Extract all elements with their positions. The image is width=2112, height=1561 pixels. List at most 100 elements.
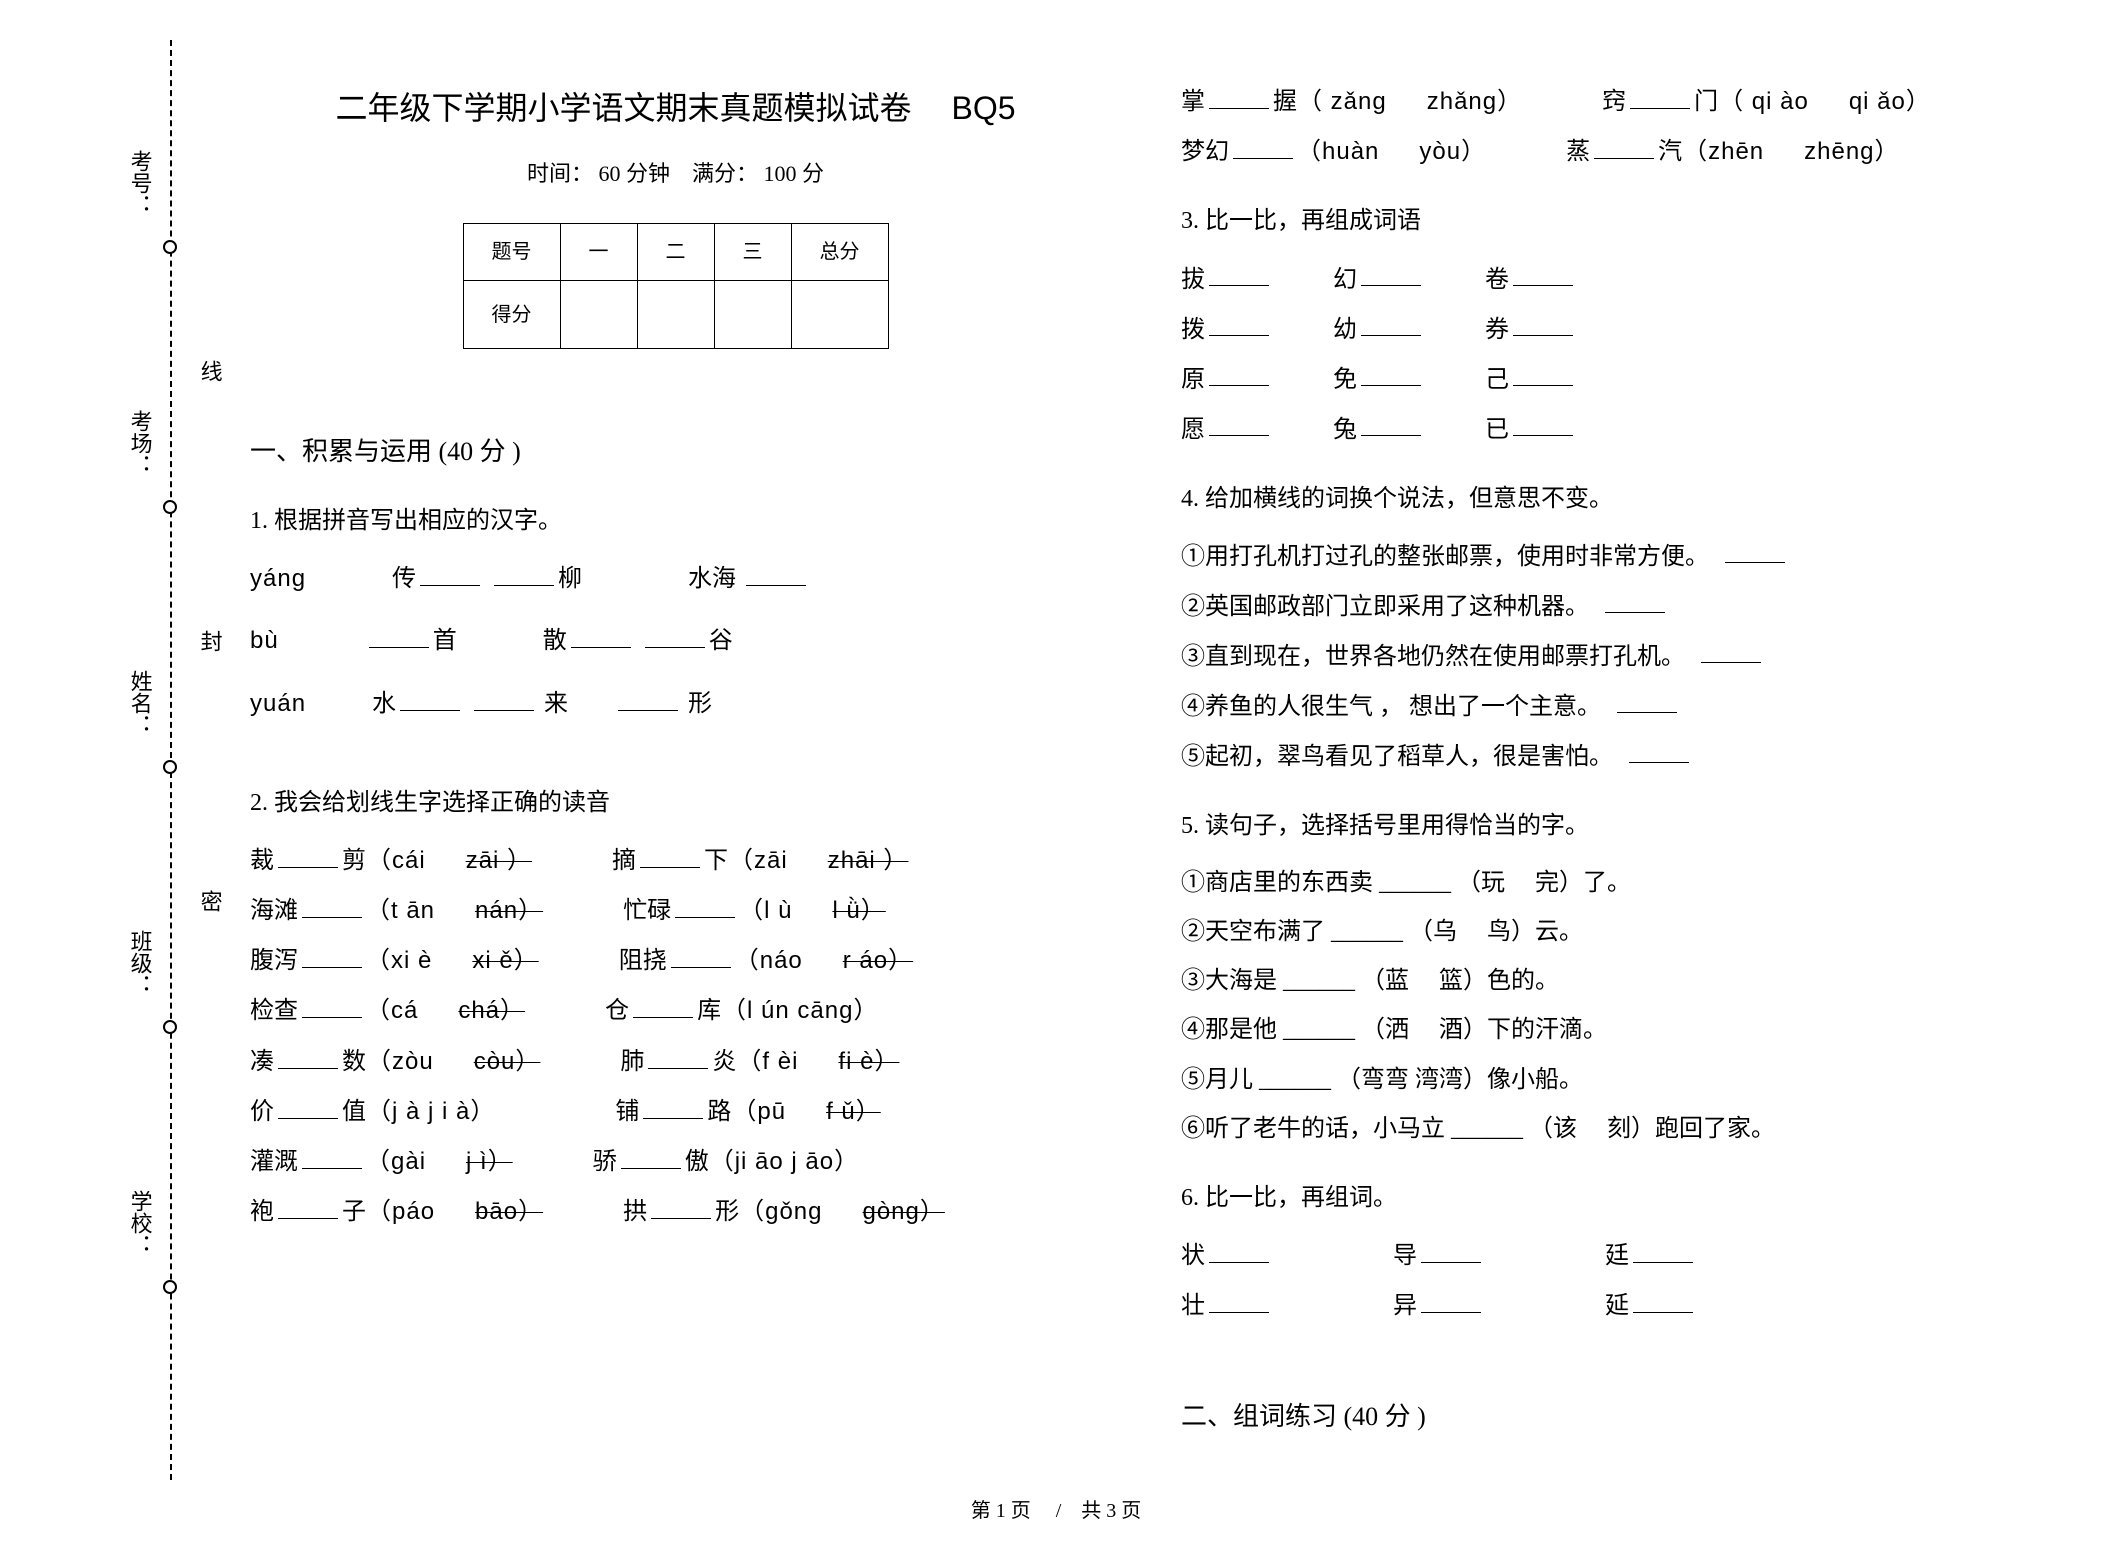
q2-pinyin: bāo）: [475, 1198, 543, 1225]
fill-blank[interactable]: [633, 990, 693, 1019]
fill-blank[interactable]: [278, 1090, 338, 1119]
q2-char: 腹泻: [250, 948, 298, 974]
fill-blank[interactable]: [643, 1090, 703, 1119]
binding-field-school: 学校：: [120, 1190, 160, 1256]
q1-line: bù 首 散 谷: [250, 619, 1101, 663]
binding-dot: [163, 500, 177, 514]
q6-row: 壮异延: [1181, 1284, 2032, 1328]
fill-blank[interactable]: [1633, 1284, 1693, 1313]
fill-blank[interactable]: [618, 682, 678, 711]
fill-blank[interactable]: [1513, 408, 1573, 437]
fill-blank[interactable]: [1513, 258, 1573, 287]
q3-char: 原: [1181, 366, 1205, 392]
q2-char: 掌: [1181, 89, 1205, 115]
q2-pinyin: 炎（f èi: [712, 1048, 798, 1075]
fill-blank[interactable]: [675, 889, 735, 918]
q2-pinyin: còu）: [474, 1048, 541, 1075]
fill-blank[interactable]: [400, 682, 460, 711]
fill-blank[interactable]: [1605, 585, 1665, 614]
fill-blank[interactable]: [278, 1190, 338, 1219]
fill-blank[interactable]: [1209, 408, 1269, 437]
binding-side-mi: 密: [190, 890, 230, 912]
fill-blank[interactable]: [1209, 1234, 1269, 1263]
fill-blank[interactable]: [1421, 1284, 1481, 1313]
q5-item: ③大海是 ______ （蓝 篮）色的。: [1181, 960, 2032, 1003]
question-6: 6. 比一比，再组词。 状导廷壮异延: [1181, 1177, 2032, 1334]
q2-pinyin: 库（l ún cāng）: [697, 997, 878, 1024]
fill-blank[interactable]: [1361, 358, 1421, 387]
fill-blank[interactable]: [1361, 258, 1421, 287]
fill-blank[interactable]: [1513, 308, 1573, 337]
q2-char: 拱: [623, 1199, 647, 1225]
q6-char: 异: [1393, 1293, 1417, 1319]
score-header-cell: 一: [560, 224, 637, 281]
q3-char: 兔: [1333, 416, 1357, 442]
q2-char: 肺: [620, 1049, 644, 1075]
q3-char: 幼: [1333, 316, 1357, 342]
fill-blank[interactable]: [746, 557, 806, 586]
fill-blank[interactable]: [1361, 408, 1421, 437]
fill-blank[interactable]: [302, 889, 362, 918]
q2-char: 灌溉: [250, 1149, 298, 1175]
fill-blank[interactable]: [1725, 535, 1785, 564]
fill-blank[interactable]: [1633, 1234, 1693, 1263]
fill-blank[interactable]: [621, 1140, 681, 1169]
q2-pinyin: gòng）: [862, 1198, 944, 1225]
fill-blank[interactable]: [278, 1040, 338, 1069]
q1-text: 谷: [709, 628, 733, 654]
q2-pinyin: （náo: [735, 947, 803, 974]
q6-char: 状: [1181, 1243, 1205, 1269]
fill-blank[interactable]: [651, 1190, 711, 1219]
fill-blank[interactable]: [648, 1040, 708, 1069]
fill-blank[interactable]: [1209, 1284, 1269, 1313]
fill-blank[interactable]: [1361, 308, 1421, 337]
q2-pinyin: 形（gǒng: [715, 1198, 822, 1225]
fill-blank[interactable]: [671, 940, 731, 969]
fill-blank[interactable]: [494, 557, 554, 586]
q2-row: 检查（cáchá）仓库（l ún cāng）: [250, 989, 1101, 1033]
fill-blank[interactable]: [1233, 130, 1293, 159]
binding-field-class: 班级：: [120, 930, 160, 996]
fill-blank[interactable]: [640, 839, 700, 868]
fill-blank[interactable]: [571, 620, 631, 649]
fill-blank[interactable]: [645, 620, 705, 649]
binding-field-examno: 考号：: [120, 150, 160, 216]
binding-dot: [163, 1020, 177, 1034]
fill-blank[interactable]: [1209, 258, 1269, 287]
q1-pinyin: yáng: [250, 565, 306, 592]
fill-blank[interactable]: [1629, 735, 1689, 764]
q4-item: ④养鱼的人很生气 ， 想出了一个主意。: [1181, 685, 2032, 729]
q3-char: 己: [1485, 366, 1509, 392]
q1-text: 水海: [688, 566, 736, 592]
fill-blank[interactable]: [474, 682, 534, 711]
fill-blank[interactable]: [302, 940, 362, 969]
fill-blank[interactable]: [302, 1140, 362, 1169]
q3-row: 原免己: [1181, 358, 2032, 402]
fill-blank[interactable]: [1594, 130, 1654, 159]
fill-blank[interactable]: [1421, 1234, 1481, 1263]
fill-blank[interactable]: [420, 557, 480, 586]
fill-blank[interactable]: [1701, 635, 1761, 664]
fill-blank[interactable]: [1209, 358, 1269, 387]
fill-blank[interactable]: [1630, 80, 1690, 109]
q2-pinyin: （gài: [366, 1148, 426, 1175]
fill-blank[interactable]: [1617, 685, 1677, 714]
fill-blank[interactable]: [278, 839, 338, 868]
q3-char: 卷: [1485, 266, 1509, 292]
fill-blank[interactable]: [302, 990, 362, 1019]
fill-blank[interactable]: [1209, 80, 1269, 109]
score-header-cell: 总分: [791, 224, 888, 281]
q2-pinyin: r áo）: [843, 947, 913, 974]
q2-char: 阻挠: [619, 948, 667, 974]
q2-pinyin: f ǔ）: [826, 1098, 881, 1125]
score-header-cell: 二: [637, 224, 714, 281]
q3-title: 3. 比一比，再组成词语: [1181, 200, 2032, 243]
fill-blank[interactable]: [1513, 358, 1573, 387]
fill-blank[interactable]: [369, 620, 429, 649]
q4-text: ①用打孔机打过孔的整张邮票，使用时非常方便。: [1181, 543, 1697, 569]
exam-code: BQ5: [951, 80, 1015, 138]
score-cell: [637, 281, 714, 349]
fill-blank[interactable]: [1209, 308, 1269, 337]
q1-text: 传: [392, 566, 416, 592]
q2-char: 检查: [250, 998, 298, 1024]
